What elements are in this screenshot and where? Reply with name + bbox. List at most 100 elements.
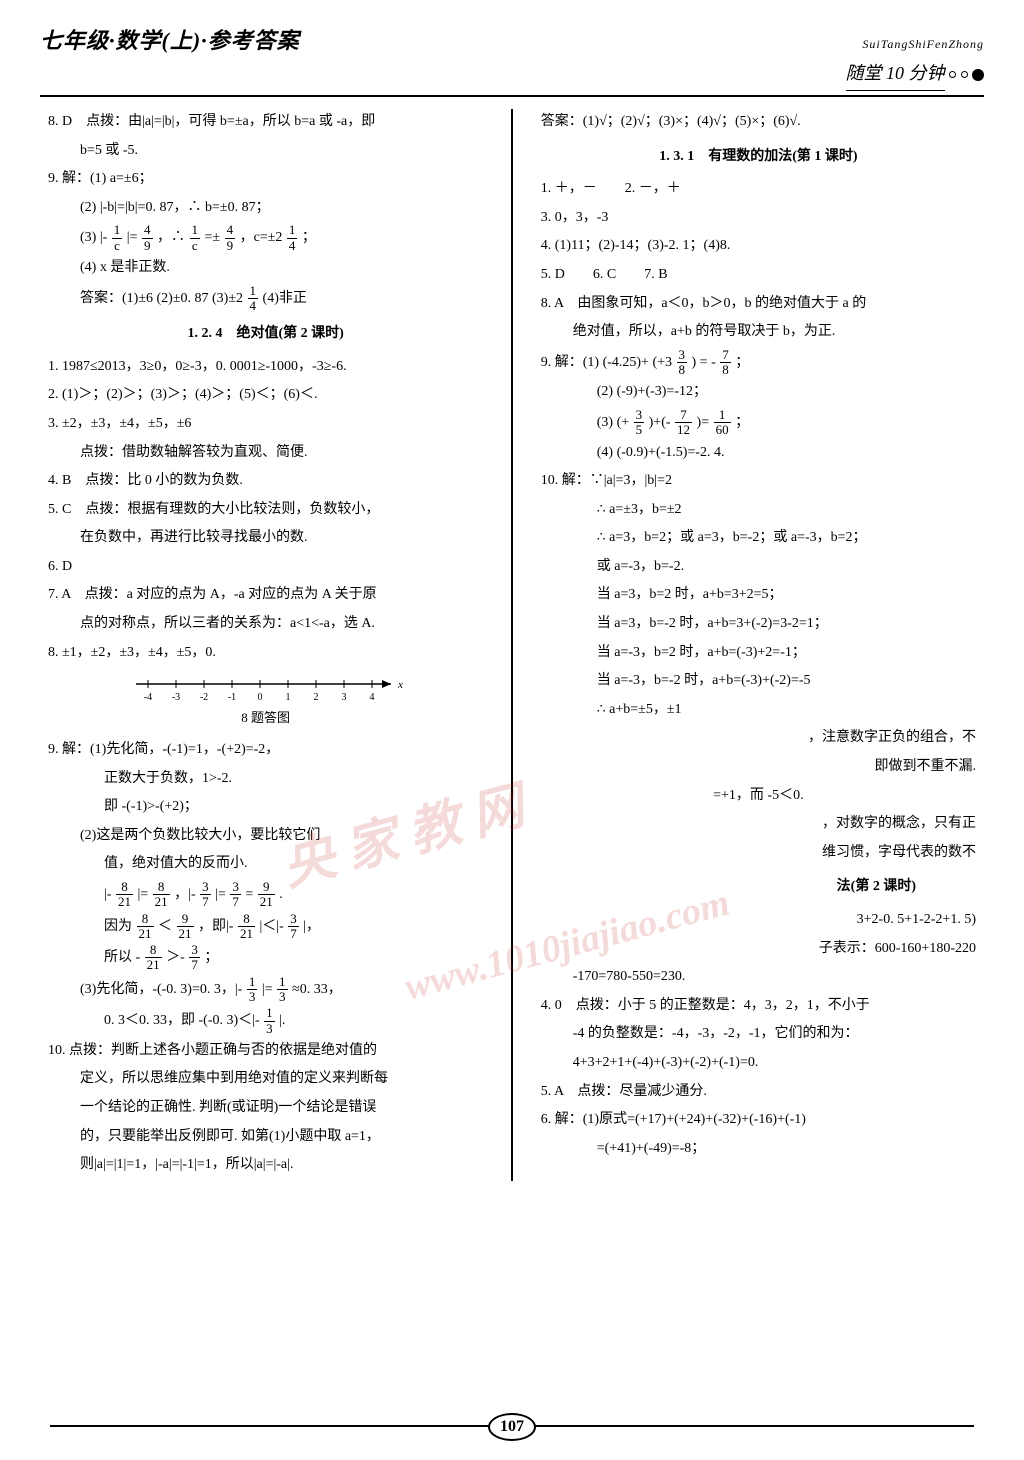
- fraction: 13: [264, 1006, 275, 1036]
- text: ；: [302, 230, 316, 245]
- answer-line: 3. 0，3，-3: [541, 205, 976, 232]
- text: |，: [303, 919, 320, 934]
- answer-line: 即 -(-1)>-(+2)；: [48, 794, 483, 821]
- answer-line: 5. D 6. C 7. B: [541, 262, 976, 289]
- answer-line: 绝对值，所以，a+b 的符号取决于 b，为正.: [541, 319, 976, 346]
- answer-line: ∴ a+b=±5，±1: [541, 697, 976, 724]
- figure-caption: 8 题答图: [48, 706, 483, 731]
- answer-line: 9. 解：(1) a=±6；: [48, 166, 483, 193]
- dot-icon: [961, 71, 968, 78]
- answer-line: 的，只要能举出反例即可. 如第(1)小题中取 a=1，: [48, 1124, 483, 1151]
- text: ，即|-: [198, 919, 233, 934]
- fraction: 13: [247, 975, 258, 1005]
- column-divider: [511, 109, 513, 1181]
- header-title: 七年级·数学(上)·参考答案: [40, 20, 300, 62]
- text: |=: [262, 982, 273, 997]
- answer-line: 9. 解：(1)先化简，-(-1)=1，-(+2)=-2，: [48, 737, 483, 764]
- fragment-line: ，对数字的概念，只有正: [541, 811, 976, 838]
- fraction: 1c: [112, 223, 123, 253]
- dot-icon: [949, 71, 956, 78]
- svg-text:2: 2: [313, 692, 318, 703]
- answer-line: -170=780-550=230.: [541, 964, 976, 991]
- fragment-line: 子表示：600-160+180-220: [541, 936, 976, 963]
- text: |.: [279, 1013, 285, 1028]
- page-header: 七年级·数学(上)·参考答案 SuiTangShiFenZhong 随堂 10 …: [40, 20, 984, 97]
- text: (3) |-: [80, 230, 111, 245]
- answer-line: ∴ a=±3，b=±2: [541, 497, 976, 524]
- fraction: 821: [238, 912, 255, 942]
- answer-line: 因为 821 ＜ 921 ，即|- 821 |＜|- 37 |，: [48, 912, 483, 942]
- text: ；: [735, 415, 749, 430]
- text: .: [279, 887, 283, 902]
- text: ≈0. 33，: [292, 982, 342, 997]
- fraction: 49: [142, 223, 153, 253]
- svg-text:-2: -2: [199, 692, 207, 703]
- svg-text:0: 0: [257, 692, 262, 703]
- answer-line: (4) x 是非正数.: [48, 255, 483, 282]
- svg-text:-4: -4: [143, 692, 151, 703]
- left-column: 8. D 点拨：由|a|=|b|，可得 b=±a，所以 b=a 或 -a，即 b…: [40, 109, 491, 1181]
- dot-icon: [972, 69, 984, 81]
- answer-line: (3) (+ 35 )+(- 712 )= 160 ；: [541, 408, 976, 438]
- text: ) = -: [692, 355, 716, 370]
- svg-text:-3: -3: [171, 692, 179, 703]
- page-footer: 107: [0, 1411, 1024, 1442]
- header-pinyin: SuiTangShiFenZhong: [846, 33, 985, 56]
- answer-line: 答案：(1)±6 (2)±0. 87 (3)±2 14 (4)非正: [48, 284, 483, 314]
- text: 因为: [104, 919, 136, 934]
- fraction: 821: [153, 880, 170, 910]
- fragment-line: =+1，而 -5＜0.: [541, 783, 976, 810]
- text: |＜|-: [259, 919, 283, 934]
- answer-line: b=5 或 -5.: [48, 138, 483, 165]
- fraction: 14: [248, 284, 259, 314]
- answer-line: 答案：(1)√；(2)√；(3)×；(4)√；(5)×；(6)√.: [541, 109, 976, 136]
- text: 9. 解：(1) (-4.25)+ (+3: [541, 355, 672, 370]
- answer-line: =(+41)+(-49)=-8；: [541, 1136, 976, 1163]
- answer-line: 1. ＋，－ 2. －，＋: [541, 176, 976, 203]
- section-heading: 法(第 2 课时): [541, 874, 976, 901]
- text: ，|-: [174, 887, 195, 902]
- answer-line: 4. B 点拨：比 0 小的数为负数.: [48, 468, 483, 495]
- fraction: 38: [677, 348, 688, 378]
- answer-line: 或 a=-3，b=-2.: [541, 554, 976, 581]
- answer-line: 5. C 点拨：根据有理数的大小比较法则，负数较小，: [48, 497, 483, 524]
- answer-line: 当 a=-3，b=-2 时，a+b=(-3)+(-2)=-5: [541, 668, 976, 695]
- text: )=: [697, 415, 710, 430]
- fragment-line: 3+2-0. 5+1-2-2+1. 5): [541, 907, 976, 934]
- answer-line: 10. 解：∵|a|=3，|b|=2: [541, 468, 976, 495]
- text: )+(-: [649, 415, 671, 430]
- answer-line: 当 a=3，b=-2 时，a+b=3+(-2)=3-2=1；: [541, 611, 976, 638]
- text: ＜: [158, 919, 172, 934]
- svg-text:1: 1: [285, 692, 290, 703]
- fraction: 712: [675, 408, 692, 438]
- answer-line: 正数大于负数，1>-2.: [48, 766, 483, 793]
- text: 所以 -: [104, 950, 140, 965]
- answer-line: ∴ a=3，b=2；或 a=3，b=-2；或 a=-3，b=2；: [541, 525, 976, 552]
- fraction: 37: [230, 880, 241, 910]
- answer-line: 8. ±1，±2，±3，±4，±5，0.: [48, 640, 483, 667]
- answer-line: 6. 解：(1)原式=(+17)+(+24)+(-32)+(-16)+(-1): [541, 1107, 976, 1134]
- answer-line: 点拨：借助数轴解答较为直观、简便.: [48, 440, 483, 467]
- answer-line: 值，绝对值大的反而小.: [48, 851, 483, 878]
- number-line-figure: x -4 -3 -2 -1 0 1 2 3 4: [126, 670, 406, 704]
- answer-line: 当 a=-3，b=2 时，a+b=(-3)+2=-1；: [541, 640, 976, 667]
- answer-line: 1. 1987≤2013，3≥0，0≥-3，0. 0001≥-1000，-3≥-…: [48, 354, 483, 381]
- svg-text:4: 4: [369, 692, 374, 703]
- text: =±: [205, 230, 224, 245]
- fraction: 921: [177, 912, 194, 942]
- answer-line: (2) |-b|=|b|=0. 87，∴ b=±0. 87；: [48, 195, 483, 222]
- svg-text:3: 3: [341, 692, 346, 703]
- text: (3)先化简，-(-0. 3)=0. 3，|-: [80, 982, 242, 997]
- answer-line: 点的对称点，所以三者的关系为：a<1<-a，选 A.: [48, 611, 483, 638]
- answer-line: 4. (1)11；(2)-14；(3)-2. 1；(4)8.: [541, 233, 976, 260]
- text: (4)非正: [263, 291, 307, 306]
- answer-line: 定义，所以思维应集中到用绝对值的定义来判断每: [48, 1066, 483, 1093]
- text: 答案：(1)±6 (2)±0. 87 (3)±2: [80, 291, 243, 306]
- answer-line: 6. D: [48, 554, 483, 581]
- answer-line: (3) |- 1c |= 49 ，∴ 1c =± 49 ，c=±2 14 ；: [48, 223, 483, 253]
- text: |=: [215, 887, 226, 902]
- fraction: 1c: [190, 223, 201, 253]
- text: ，∴: [157, 230, 189, 245]
- answer-line: (4) (-0.9)+(-1.5)=-2. 4.: [541, 440, 976, 467]
- fraction: 35: [634, 408, 645, 438]
